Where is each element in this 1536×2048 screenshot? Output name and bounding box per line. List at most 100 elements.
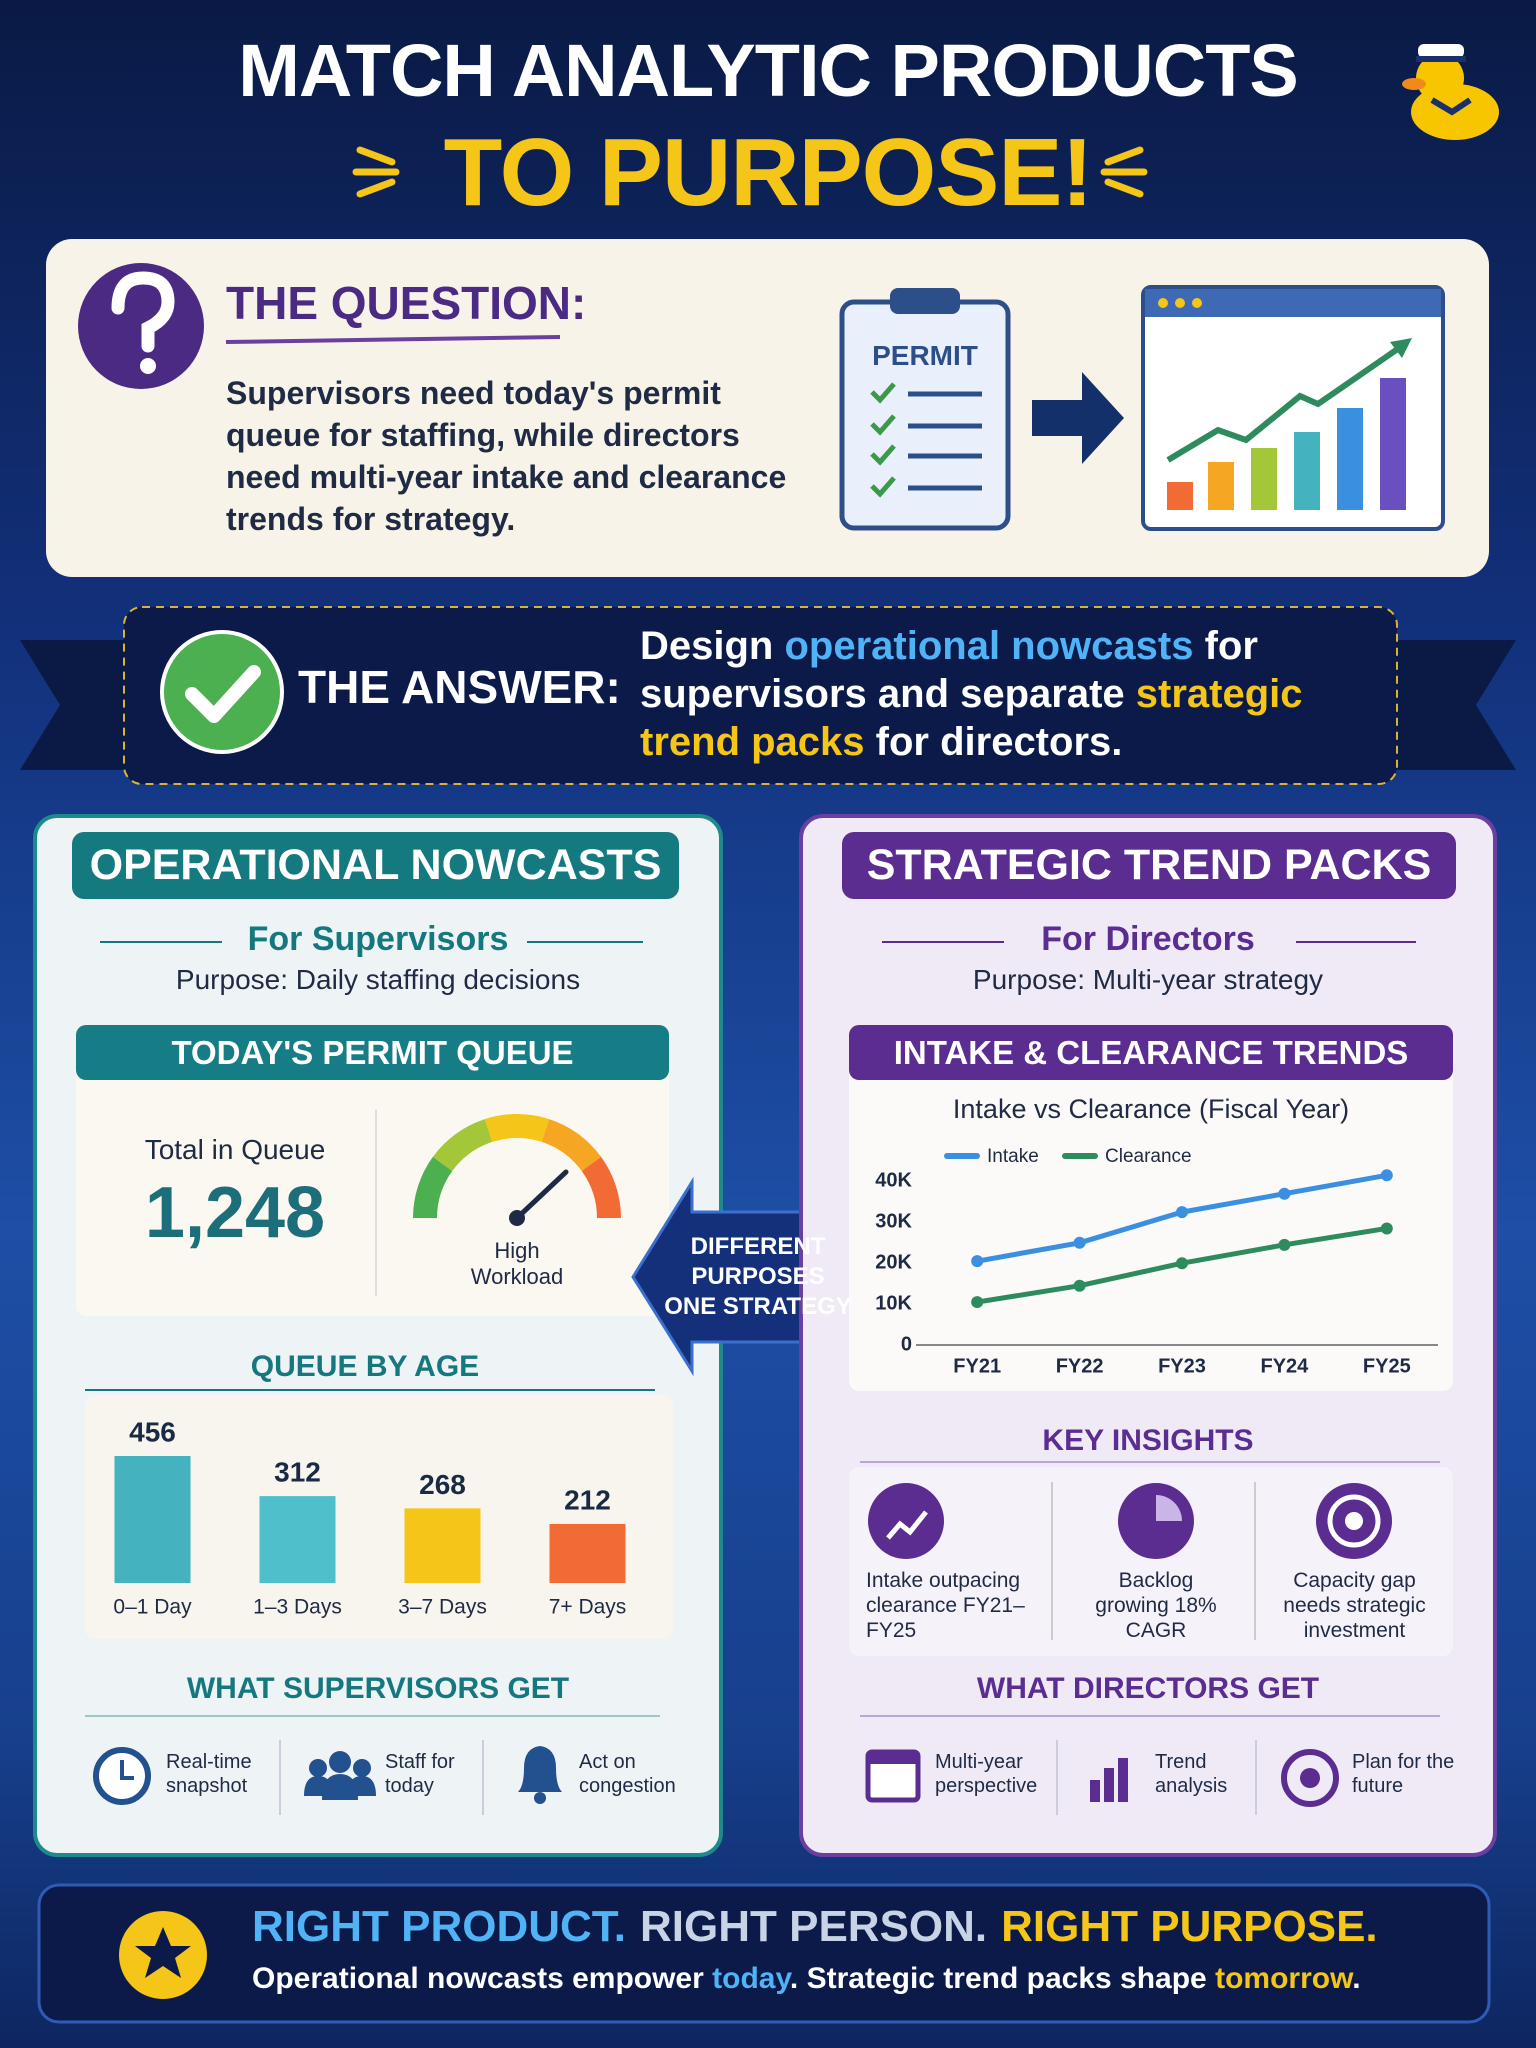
dot: [1192, 298, 1202, 308]
person-body: [304, 1776, 330, 1796]
y-tick-label: 0: [901, 1333, 912, 1355]
insights-title: KEY INSIGHTS: [1042, 1424, 1254, 1457]
queue-title: TODAY'S PERMIT QUEUE: [171, 1034, 574, 1071]
x-tick-label: FY23: [1158, 1355, 1206, 1377]
gets-item: Real-time snapshot: [166, 1751, 252, 1797]
operational-title-pill: [72, 832, 679, 899]
dashboard-illustration: [1141, 285, 1445, 531]
strategic-title-pill: [842, 832, 1456, 899]
duck-hat: [1418, 44, 1464, 58]
legend-label: Clearance: [1105, 1146, 1192, 1167]
dot: [1175, 298, 1185, 308]
sparkle: [356, 178, 396, 198]
gauge-hub: [509, 1210, 525, 1226]
insight: Backlog growing 18% CAGR: [1095, 1569, 1217, 1642]
icon-target: [1345, 1512, 1363, 1530]
calendar-top: [868, 1752, 918, 1764]
workload-gauge: [413, 1114, 621, 1219]
gauge-segment: [541, 1119, 602, 1172]
illus-bar: [1208, 462, 1234, 510]
insight-icons: [868, 1483, 1392, 1559]
x-tick-label: 0–1 Day: [113, 1596, 192, 1619]
x-tick-label: 3–7 Days: [398, 1596, 487, 1619]
highlight: tomorrow: [1215, 1962, 1353, 1995]
sparkle: [356, 146, 396, 166]
panel-title: STRATEGIC TREND PACKS: [866, 841, 1432, 889]
point: [1380, 1222, 1393, 1235]
headline-part: RIGHT PERSON.: [640, 1902, 988, 1951]
gets-item: Act on congestion: [579, 1751, 676, 1797]
icon-bar: [1104, 1768, 1114, 1802]
purpose: Purpose: Multi-year strategy: [972, 964, 1324, 995]
headline-part: RIGHT PRODUCT.: [252, 1902, 626, 1951]
gets-item: Staff for today: [385, 1751, 455, 1797]
clipboard-board: [839, 299, 1011, 531]
ribbon-tail: [20, 640, 140, 770]
gets-title: WHAT DIRECTORS GET: [976, 1672, 1320, 1705]
headline-part: RIGHT PURPOSE.: [1001, 1902, 1378, 1951]
queue-age-panel: [85, 1395, 673, 1639]
clipboard-clip: [890, 288, 960, 314]
point: [1278, 1238, 1291, 1251]
answer-text: Design operational nowcasts for supervis…: [640, 622, 1380, 766]
point: [1380, 1169, 1393, 1182]
insight: Capacity gap needs strategic investment: [1283, 1569, 1426, 1642]
x-tick-label: FY22: [1056, 1355, 1104, 1377]
point: [1278, 1187, 1291, 1200]
point: [971, 1255, 984, 1268]
queue-panel-header: [76, 1025, 669, 1080]
x-tick-label: FY24: [1260, 1355, 1309, 1377]
target-ring: [1281, 1749, 1339, 1807]
x-tick-label: 7+ Days: [549, 1596, 627, 1619]
illus-trend: [1166, 343, 1404, 463]
sparkle: [1104, 178, 1144, 198]
text: for supervisors and separate: [640, 624, 1258, 716]
y-tick-label: 10K: [875, 1292, 912, 1314]
check: [870, 476, 896, 498]
total-value: 1,248: [144, 1173, 326, 1253]
text: Operational nowcasts empower: [252, 1962, 713, 1995]
bell-icon: [518, 1746, 562, 1804]
value-label: 456: [129, 1416, 176, 1447]
text: for directors.: [864, 720, 1123, 764]
highlight: operational nowcasts: [784, 624, 1194, 668]
title-highlight: TO PURPOSE!: [443, 119, 1094, 226]
person-body: [322, 1774, 358, 1800]
badge-line: DIFFERENT: [690, 1233, 826, 1260]
target-center: [1300, 1768, 1320, 1788]
center-badge-text: DIFFERENT PURPOSES ONE STRATEGY: [658, 1232, 858, 1322]
bell-body: [518, 1746, 562, 1792]
point: [971, 1296, 984, 1309]
footer-star: [135, 1927, 191, 1978]
answer-banner: [123, 606, 1398, 785]
question-label: THE QUESTION:: [226, 277, 587, 329]
text: .: [1352, 1962, 1361, 1995]
bar: [404, 1508, 481, 1583]
text: . Strategic trend packs shape: [789, 1962, 1216, 1995]
footer-banner: [37, 1883, 1491, 2024]
browser-bar: [1145, 289, 1441, 317]
permit-clipboard: [839, 288, 1011, 531]
footer-headline: RIGHT PRODUCT. RIGHT PERSON. RIGHT PURPOSE…: [252, 1902, 1378, 1952]
icon-bar: [1118, 1758, 1128, 1802]
y-tick-label: 20K: [875, 1252, 912, 1274]
gauge-label: High Workload: [470, 1238, 564, 1289]
illus-bar: [1337, 408, 1363, 510]
x-tick-label: 1–3 Days: [253, 1596, 342, 1619]
ribbon-tail: [1390, 640, 1516, 770]
question-underline: [225, 335, 561, 344]
answer-label: THE ANSWER:: [298, 661, 621, 713]
value-label: 212: [564, 1484, 611, 1515]
check: [870, 444, 896, 466]
title-sparkles: [352, 146, 1148, 198]
chart-title: QUEUE BY AGE: [250, 1350, 480, 1383]
x-tick-label: FY25: [1363, 1355, 1411, 1377]
illus-bar: [1294, 432, 1320, 510]
bar: [114, 1456, 191, 1583]
y-tick-label: 40K: [875, 1170, 912, 1192]
insight: Intake outpacing clearance FY21–FY25: [866, 1569, 1025, 1642]
question-card: [46, 239, 1489, 577]
gauge-segment: [581, 1156, 621, 1219]
duck-scarf: [1430, 97, 1472, 116]
answer-icon: [160, 630, 284, 754]
